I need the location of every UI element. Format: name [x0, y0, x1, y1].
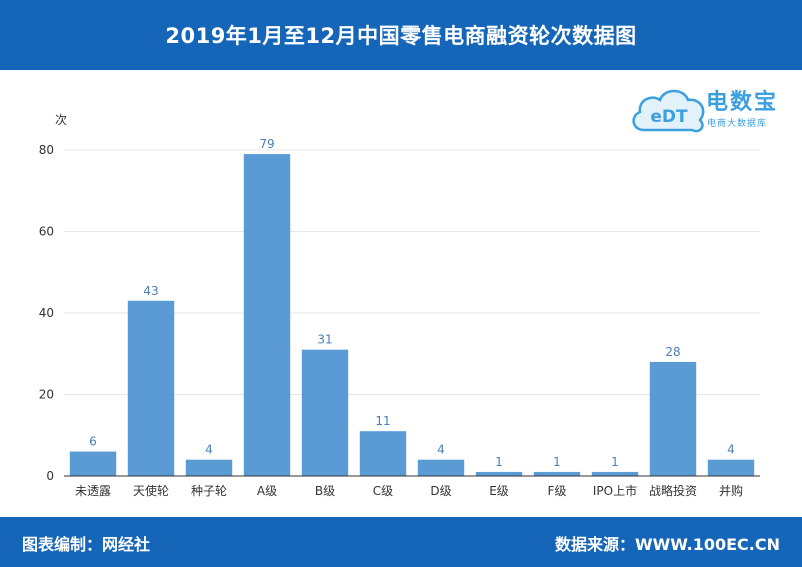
- x-tick-label: 种子轮: [191, 484, 227, 498]
- x-tick-label: B级: [315, 484, 335, 498]
- x-tick-label: A级: [257, 484, 277, 498]
- bar: [185, 459, 233, 476]
- data-label: 43: [143, 284, 158, 298]
- data-label: 6: [89, 435, 97, 449]
- x-tick-label: 未透露: [75, 484, 111, 498]
- y-tick-label: 80: [39, 143, 54, 157]
- bar: [707, 459, 755, 476]
- y-tick-label: 40: [39, 306, 54, 320]
- data-label: 1: [495, 455, 503, 469]
- bar: [475, 471, 523, 476]
- logo-subtitle: 电商大数据库: [707, 119, 768, 129]
- bar: [417, 459, 465, 476]
- footer-credit: 图表编制：网经社: [22, 535, 151, 554]
- x-tick-label: D级: [430, 484, 451, 498]
- data-label: 4: [205, 443, 213, 457]
- header-bar: 2019年1月至12月中国零售电商融资轮次数据图: [0, 0, 802, 70]
- bar: [127, 300, 175, 476]
- data-label: 31: [317, 333, 332, 347]
- data-label: 79: [259, 137, 274, 151]
- x-tick-label: C级: [373, 484, 393, 498]
- y-tick-label: 0: [46, 469, 54, 483]
- x-tick-label: IPO上市: [593, 483, 637, 498]
- bar: [69, 451, 117, 476]
- y-tick-label: 20: [39, 388, 54, 402]
- x-tick-label: 天使轮: [133, 483, 169, 498]
- footer-bar: 图表编制：网经社 数据来源：WWW.100EC.CN: [0, 517, 802, 567]
- x-tick-label: F级: [548, 484, 567, 498]
- bar: [591, 471, 639, 476]
- data-label: 28: [665, 345, 680, 359]
- data-label: 4: [727, 443, 735, 457]
- bar: [243, 154, 291, 476]
- data-label: 11: [375, 414, 390, 428]
- cloud-logo-icon: eDT: [632, 89, 705, 133]
- page-title: 2019年1月至12月中国零售电商融资轮次数据图: [165, 24, 637, 48]
- grid-lines: [64, 149, 760, 395]
- logo-mark: eDT: [650, 107, 688, 127]
- bar: [533, 471, 581, 476]
- bar: [649, 361, 697, 476]
- bar: [359, 431, 407, 476]
- bar: [301, 349, 349, 476]
- y-axis-label: 次: [55, 113, 67, 127]
- data-label: 1: [611, 455, 619, 469]
- y-axis-ticks: 0 20 40 60 80: [39, 143, 54, 483]
- logo: eDT 电数宝 电商大数据库: [630, 80, 795, 140]
- y-tick-label: 60: [39, 225, 54, 239]
- x-axis-ticks: 未透露 天使轮 种子轮 A级 B级 C级 D级 E级 F级 IPO上市 战略投资 并购: [75, 483, 743, 498]
- logo-name: 电数宝: [706, 90, 779, 115]
- data-label: 4: [437, 443, 445, 457]
- x-tick-label: 战略投资: [649, 483, 697, 498]
- data-label: 1: [553, 455, 561, 469]
- footer-source: 数据来源：WWW.100EC.CN: [554, 535, 780, 554]
- x-tick-label: 并购: [719, 483, 743, 498]
- x-tick-label: E级: [489, 484, 509, 498]
- bars: [69, 154, 755, 476]
